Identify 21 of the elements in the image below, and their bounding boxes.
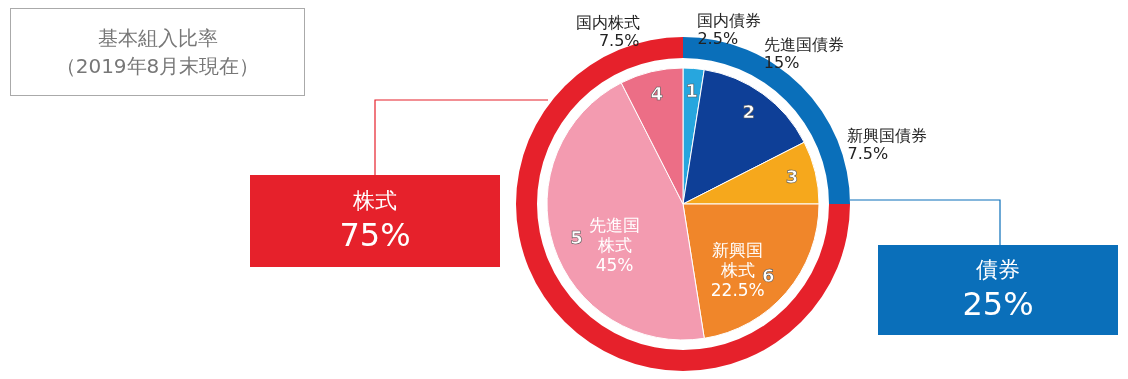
text: 1	[685, 80, 699, 102]
data-label: 25%	[961, 283, 1035, 324]
slice-label: 株式	[352, 187, 398, 215]
text: 2	[742, 101, 756, 123]
data-label: 75%	[338, 214, 412, 255]
text: 5	[570, 226, 583, 248]
data-label: 7.5%	[847, 143, 889, 163]
text: 6	[761, 264, 775, 286]
slice-label: 新興国株式	[712, 239, 764, 280]
slice-label: 新興国債券	[847, 125, 928, 145]
slice-label: 債券	[975, 256, 1021, 284]
slice-label: 国内債券	[697, 10, 762, 30]
text: 基本組入比率	[96, 25, 219, 52]
slice-label: 国内株式	[575, 13, 640, 33]
text: 3	[785, 165, 799, 187]
text: （2019年8月末現在）	[54, 53, 261, 80]
data-label: 7.5%	[598, 31, 640, 51]
text: 4	[650, 83, 664, 105]
slice-label: 先進国株式	[589, 215, 641, 256]
data-label: 45%	[595, 255, 634, 276]
slice-label: 先進国債券	[763, 35, 844, 55]
